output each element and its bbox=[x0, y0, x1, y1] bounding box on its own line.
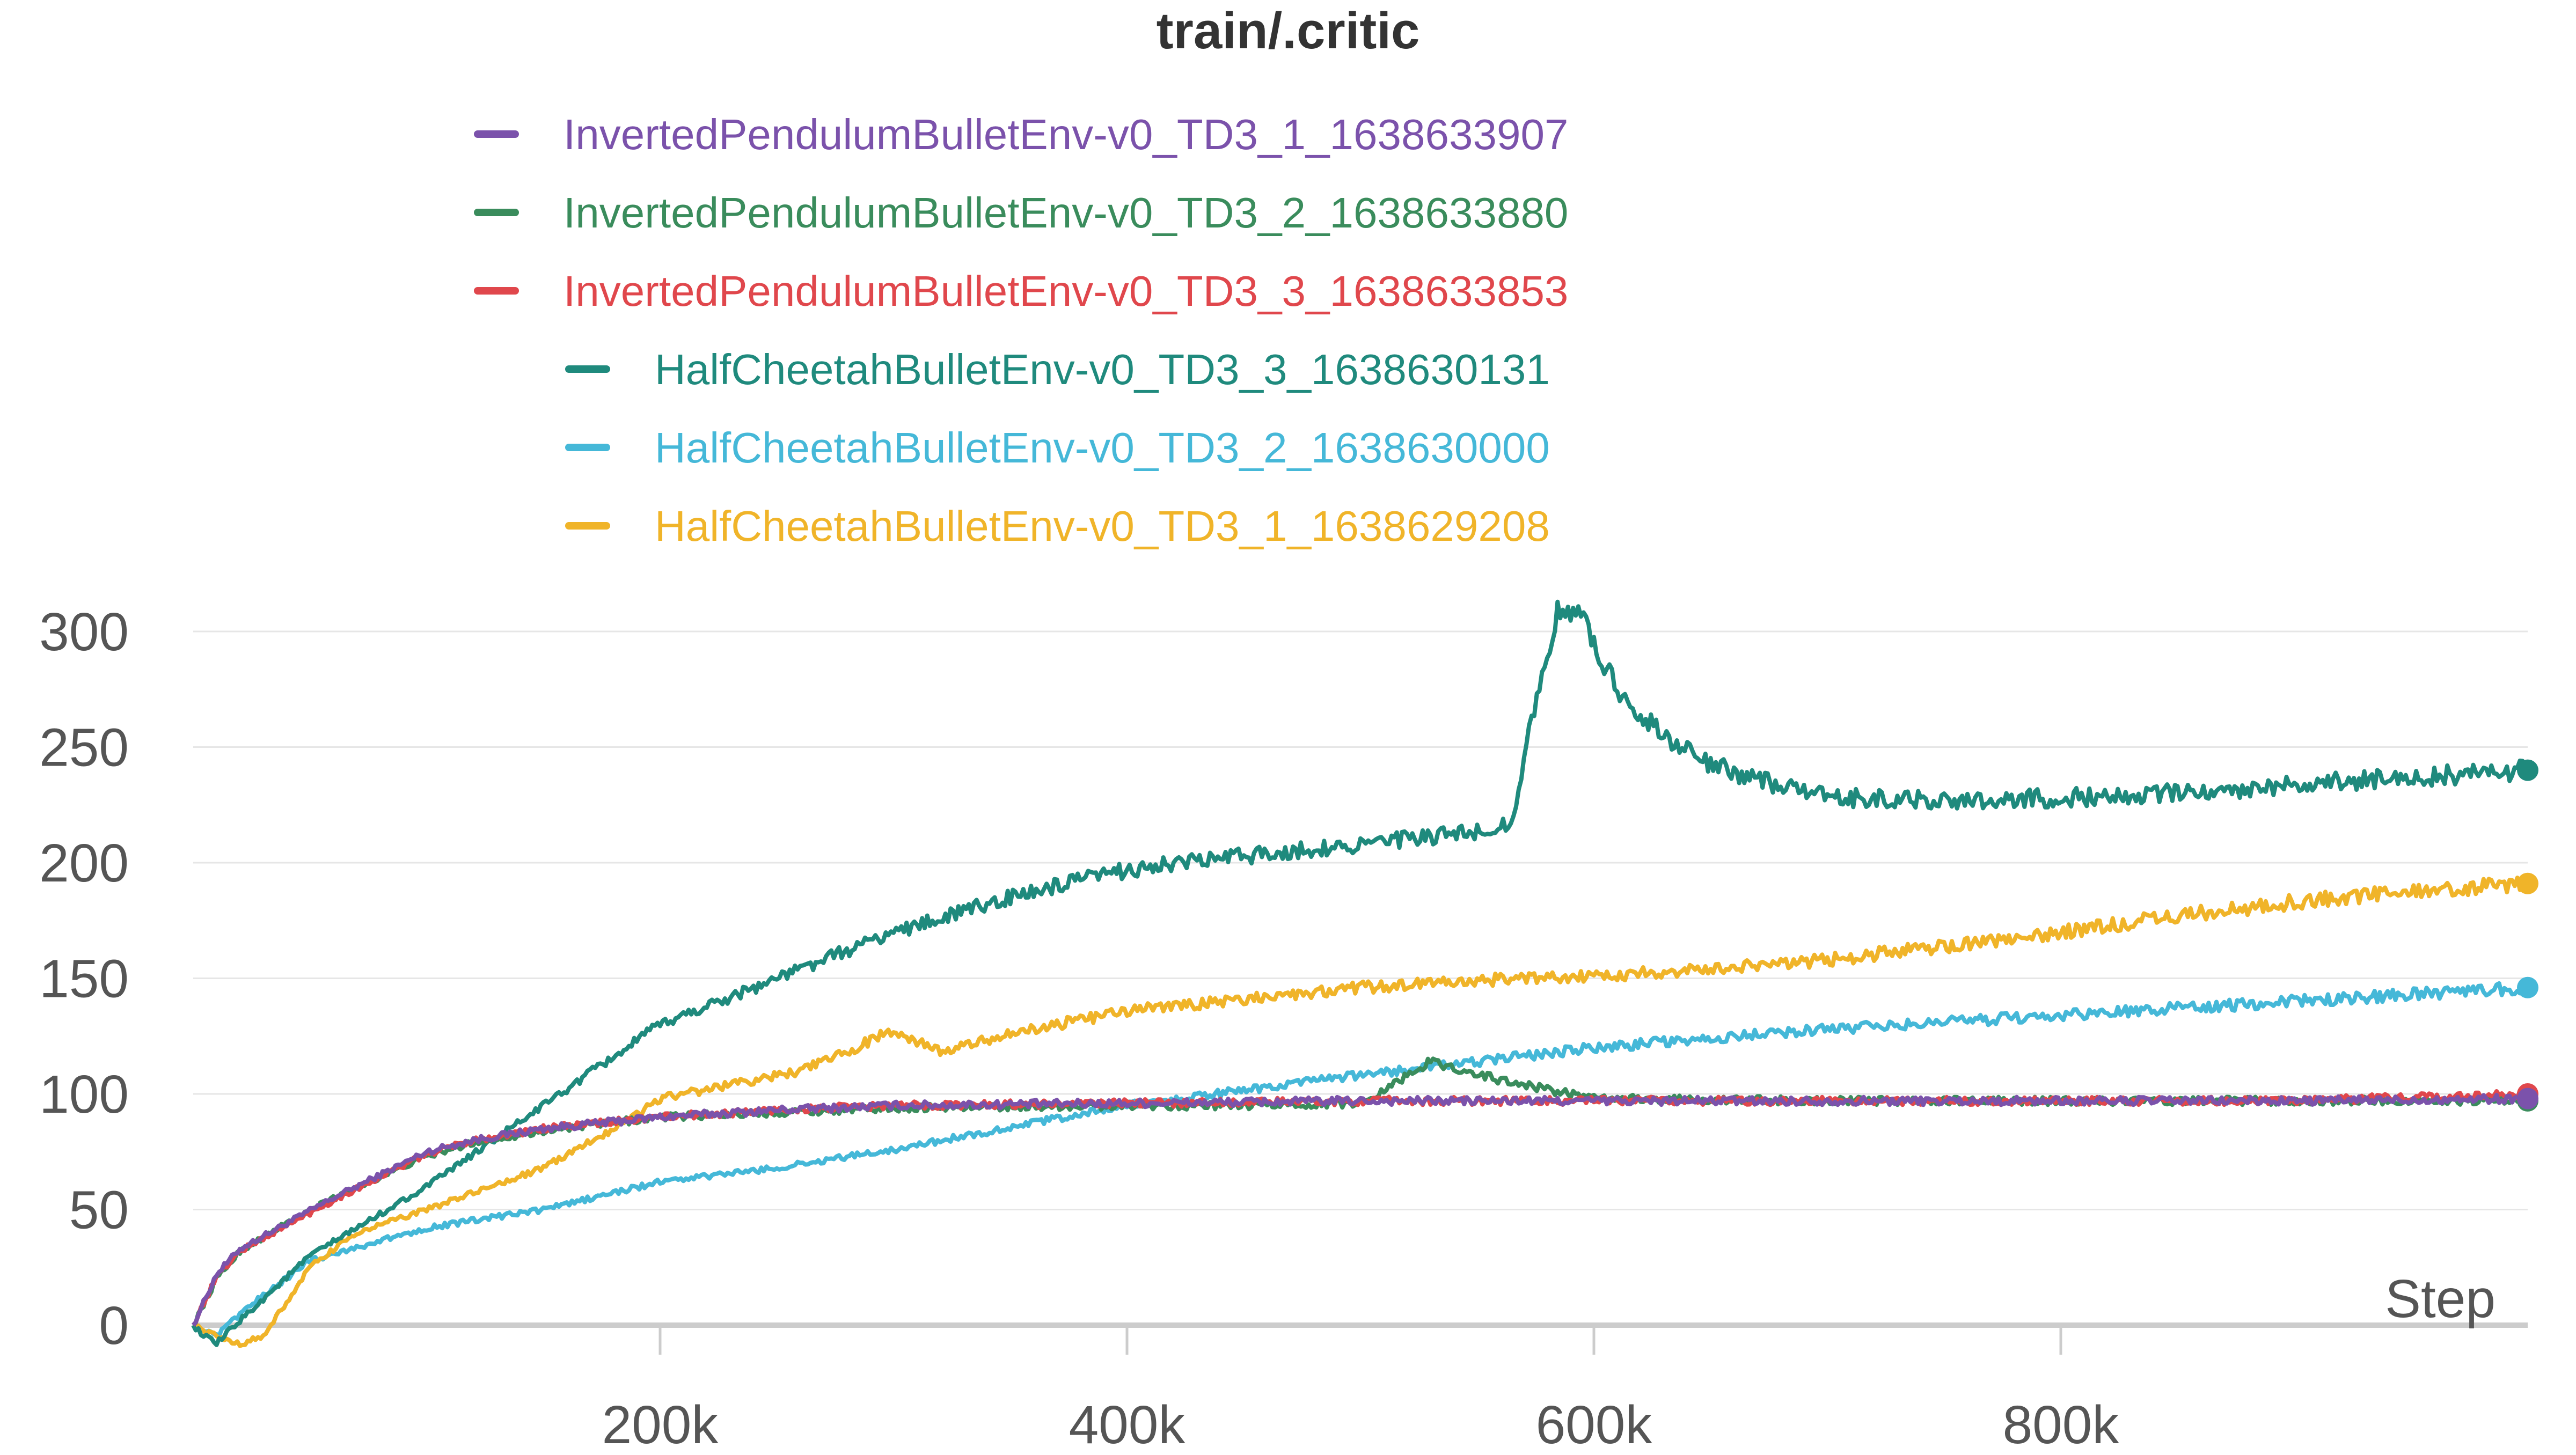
chart-title: train/.critic bbox=[1157, 2, 1420, 60]
y-tick-label: 100 bbox=[39, 1064, 129, 1125]
legend-label: InvertedPendulumBulletEnv-v0_TD3_3_16386… bbox=[564, 267, 1568, 315]
series-endpoint[interactable] bbox=[2517, 872, 2538, 894]
x-tick-label: 600k bbox=[1536, 1395, 1653, 1455]
legend-label: InvertedPendulumBulletEnv-v0_TD3_1_16386… bbox=[564, 111, 1568, 158]
x-tick-label: 800k bbox=[2003, 1395, 2120, 1455]
series-endpoint[interactable] bbox=[2517, 759, 2538, 781]
y-tick-label: 0 bbox=[99, 1296, 129, 1356]
x-axis: 200k 400k 600k 800k bbox=[193, 1322, 2528, 1455]
legend-label: HalfCheetahBulletEnv-v0_TD3_2_1638630000 bbox=[655, 424, 1550, 472]
legend: InvertedPendulumBulletEnv-v0_TD3_1_16386… bbox=[474, 111, 1568, 550]
series-endpoint[interactable] bbox=[2517, 976, 2538, 998]
y-tick-label: 250 bbox=[39, 718, 129, 778]
legend-label: HalfCheetahBulletEnv-v0_TD3_1_1638629208 bbox=[655, 502, 1550, 550]
series-line[interactable] bbox=[191, 599, 2530, 1347]
legend-item[interactable]: HalfCheetahBulletEnv-v0_TD3_1_1638629208 bbox=[565, 502, 1550, 550]
legend-item[interactable]: HalfCheetahBulletEnv-v0_TD3_2_1638630000 bbox=[565, 424, 1550, 472]
y-tick-label: 300 bbox=[39, 602, 129, 662]
legend-item[interactable]: InvertedPendulumBulletEnv-v0_TD3_1_16386… bbox=[474, 111, 1568, 158]
x-axis-label: Step bbox=[2385, 1269, 2496, 1329]
x-tick-label: 400k bbox=[1069, 1395, 1186, 1455]
legend-item[interactable]: InvertedPendulumBulletEnv-v0_TD3_2_16386… bbox=[474, 189, 1568, 237]
series-endpoint[interactable] bbox=[2517, 1087, 2538, 1109]
series-endpoints bbox=[2517, 759, 2538, 1112]
series-line[interactable] bbox=[191, 981, 2529, 1338]
grid-lines bbox=[193, 630, 2528, 1210]
legend-item[interactable]: InvertedPendulumBulletEnv-v0_TD3_3_16386… bbox=[474, 267, 1568, 315]
y-tick-label: 50 bbox=[69, 1180, 129, 1240]
legend-label: HalfCheetahBulletEnv-v0_TD3_3_1638630131 bbox=[655, 346, 1550, 393]
y-axis: 0 50 100 150 200 250 300 bbox=[39, 602, 129, 1356]
series-line[interactable] bbox=[191, 1092, 2529, 1327]
series-line[interactable] bbox=[191, 876, 2530, 1348]
series-lines bbox=[191, 599, 2530, 1348]
y-tick-label: 200 bbox=[39, 833, 129, 893]
y-tick-label: 150 bbox=[39, 949, 129, 1009]
legend-label: InvertedPendulumBulletEnv-v0_TD3_2_16386… bbox=[564, 189, 1568, 237]
x-tick-label: 200k bbox=[602, 1395, 719, 1455]
legend-item[interactable]: HalfCheetahBulletEnv-v0_TD3_3_1638630131 bbox=[565, 346, 1550, 393]
